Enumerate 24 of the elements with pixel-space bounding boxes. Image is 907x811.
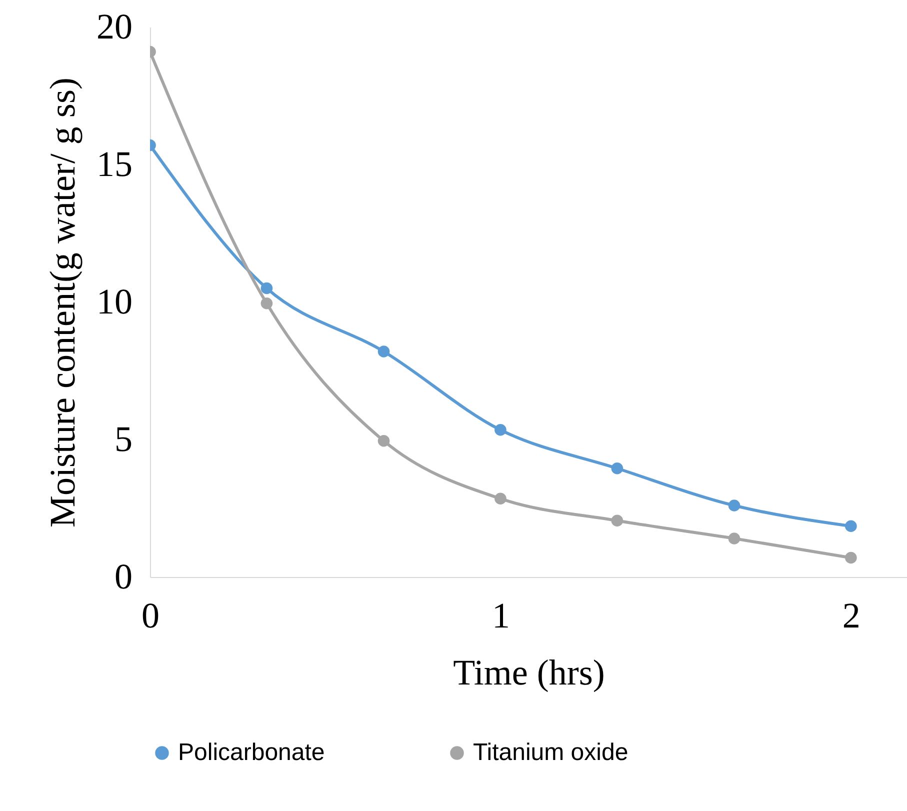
y-tick-label: 20 (96, 6, 132, 46)
x-axis-title: Time (hrs) (453, 652, 605, 692)
y-tick-label: 5 (114, 419, 132, 459)
point (728, 532, 740, 544)
legend-label: Titanium oxide (473, 739, 628, 766)
point (728, 500, 740, 512)
y-tick-label: 0 (114, 556, 132, 596)
point (611, 514, 624, 527)
point (845, 552, 857, 564)
point (260, 297, 273, 310)
point (494, 424, 506, 436)
point (611, 462, 624, 474)
y-axis-title: Moisture content(g water/ g ss) (42, 78, 82, 528)
y-tick-label: 10 (96, 282, 132, 322)
point (845, 520, 857, 532)
x-tick-label: 1 (492, 596, 510, 636)
point (260, 282, 273, 294)
y-tick-label: 15 (96, 144, 132, 184)
point (494, 492, 506, 505)
point (378, 346, 390, 358)
x-tick-label: 0 (142, 596, 160, 636)
legend-label: Policarbonate (178, 739, 325, 766)
point (378, 434, 390, 447)
x-tick-label: 2 (842, 596, 860, 636)
